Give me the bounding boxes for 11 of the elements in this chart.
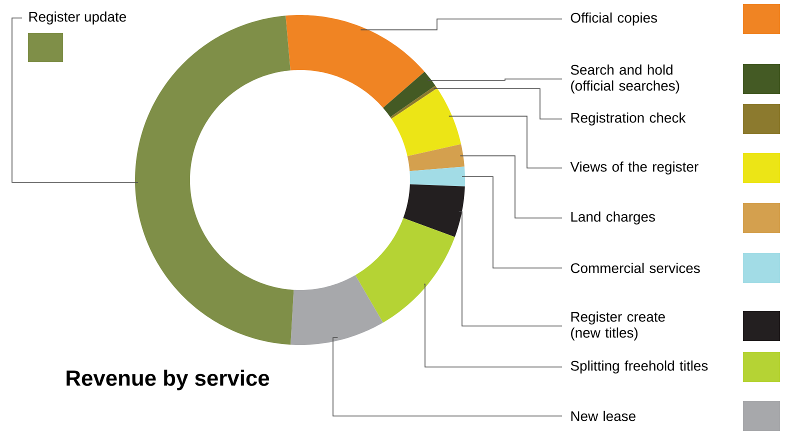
slice-label: Land charges	[571, 211, 655, 224]
slice-label: Splitting freehold titles	[570, 360, 708, 374]
text: Revenue by service	[66, 370, 270, 390]
slice-label: Search and hold (official searches)	[570, 64, 680, 94]
slice-label: Commercial services	[570, 262, 700, 274]
slice-label: Views of the register	[570, 161, 698, 174]
slice-label: New lease	[571, 410, 636, 422]
slice-label: Register create (new titles)	[571, 312, 665, 340]
slice-label: Registration check	[571, 112, 686, 126]
slice-label: Register update	[29, 11, 126, 24]
slice-label: Official copies	[570, 12, 658, 26]
